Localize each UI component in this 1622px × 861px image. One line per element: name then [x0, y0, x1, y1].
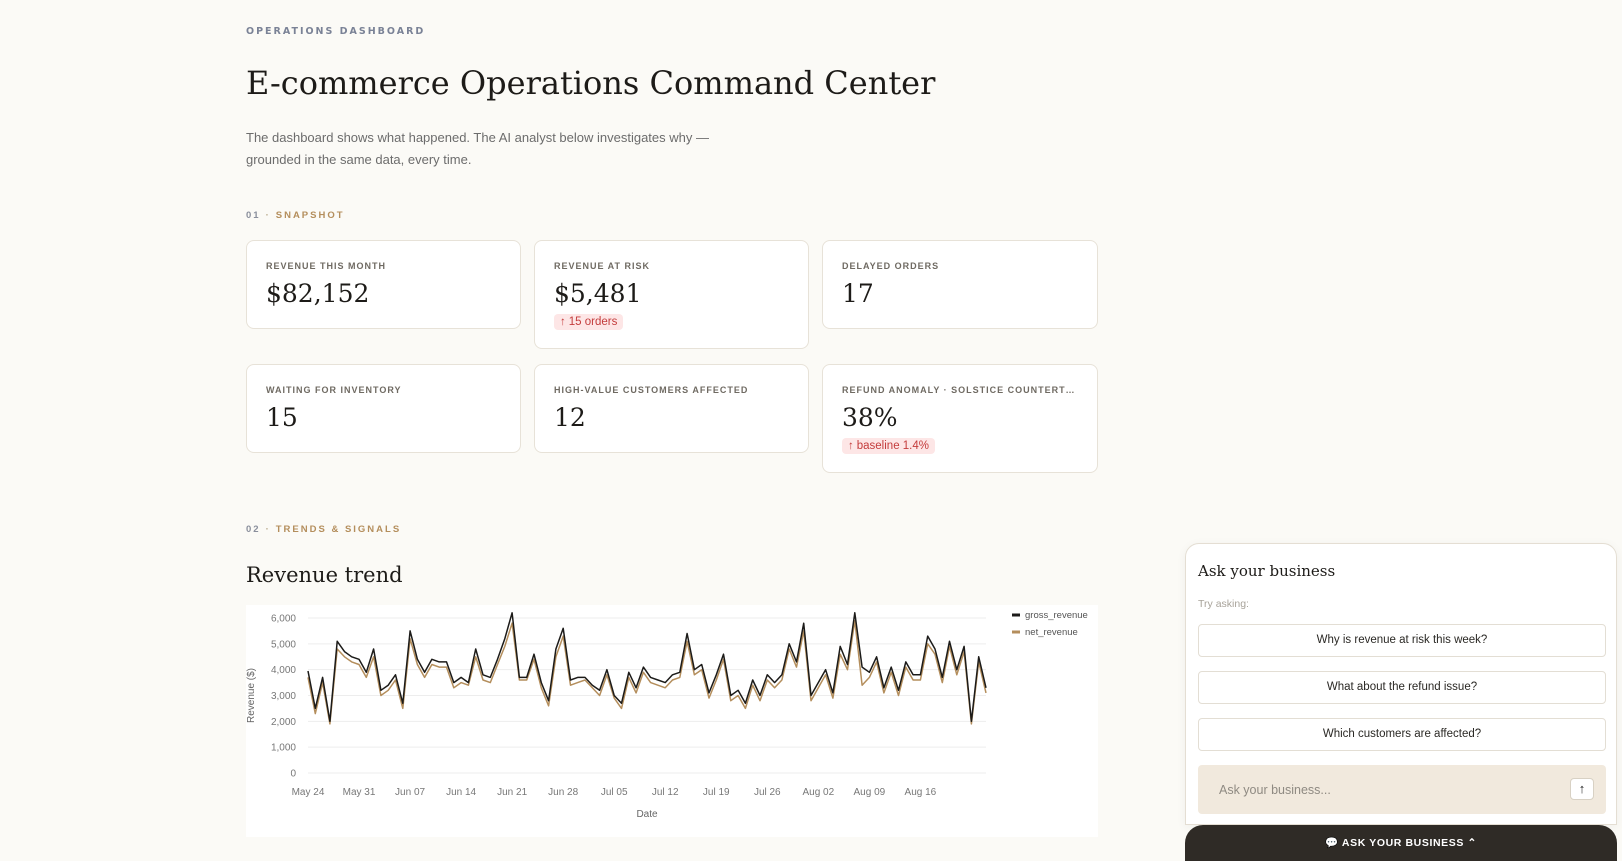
section-number: 01: [246, 210, 261, 221]
section-separator: ·: [265, 210, 271, 221]
x-tick-label: Jun 07: [395, 787, 425, 798]
x-tick-label: Jul 05: [601, 787, 628, 798]
x-tick-label: Jun 28: [548, 787, 578, 798]
kpi-card-revenue-at-risk: REVENUE AT RISK $5,481 ↑ 15 orders: [534, 240, 809, 349]
y-tick-label: 0: [290, 769, 296, 780]
x-tick-label: May 31: [343, 787, 376, 798]
chat-input-wrap: ↑: [1198, 765, 1606, 814]
kpi-value: 12: [554, 403, 586, 432]
kpi-label: REVENUE THIS MONTH: [266, 261, 387, 271]
kpi-card-high-value-customers: HIGH-VALUE CUSTOMERS AFFECTED 12: [534, 364, 809, 453]
section-snapshot-label: 01 · SNAPSHOT: [246, 210, 345, 221]
x-tick-label: Aug 16: [905, 787, 937, 798]
badge-text: 15 orders: [568, 316, 618, 328]
kpi-label: HIGH-VALUE CUSTOMERS AFFECTED: [554, 385, 749, 395]
y-tick-label: 1,000: [271, 743, 296, 754]
page-subtitle: The dashboard shows what happened. The A…: [246, 130, 709, 167]
x-tick-label: Aug 09: [854, 787, 886, 798]
kpi-alert-badge: ↑ 15 orders: [554, 314, 624, 330]
kpi-value: 38%: [842, 403, 898, 432]
x-tick-label: Jul 19: [703, 787, 730, 798]
ask-business-toggle-button[interactable]: 💬 ASK YOUR BUSINESS ⌃: [1185, 825, 1617, 861]
kpi-value: 15: [266, 403, 298, 432]
kpi-value: 17: [842, 279, 874, 308]
x-tick-label: Jun 14: [446, 787, 476, 798]
try-asking-label: Try asking:: [1198, 598, 1249, 610]
y-tick-label: 3,000: [271, 691, 296, 702]
section-trends-label: 02 · TRENDS & SIGNALS: [246, 524, 401, 535]
send-arrow-icon[interactable]: ↑: [1570, 778, 1594, 800]
x-tick-label: Aug 02: [802, 787, 834, 798]
revenue-trend-heading: Revenue trend: [246, 563, 403, 587]
arrow-up-icon: ↑: [848, 440, 854, 452]
legend-entry: net_revenue: [1025, 627, 1078, 638]
kpi-label: REVENUE AT RISK: [554, 261, 651, 271]
kpi-card-refund-anomaly: REFUND ANOMALY · SOLSTICE COUNTERTOP B..…: [822, 364, 1098, 473]
suggestion-button[interactable]: Which customers are affected?: [1198, 718, 1606, 751]
section-separator: ·: [265, 524, 271, 535]
x-tick-label: May 24: [292, 787, 325, 798]
kpi-label: DELAYED ORDERS: [842, 261, 940, 271]
chat-title: Ask your business: [1198, 562, 1336, 580]
x-tick-label: Jul 26: [754, 787, 781, 798]
chat-input[interactable]: [1198, 765, 1558, 814]
kpi-alert-badge: ↑ baseline 1.4%: [842, 438, 935, 454]
kpi-value: $5,481: [554, 279, 642, 308]
x-tick-label: Jun 21: [497, 787, 527, 798]
kpi-label: WAITING FOR INVENTORY: [266, 385, 402, 395]
legend-entry: gross_revenue: [1025, 610, 1088, 621]
revenue-trend-chart: 0 1,000 2,000 3,000 4,000 5,000 6,000 May 24 May…: [246, 605, 1098, 837]
y-tick-label: 5,000: [271, 639, 296, 650]
y-axis-label: Revenue ($): [246, 668, 257, 723]
x-axis-label: Date: [636, 809, 658, 820]
section-title: TRENDS & SIGNALS: [275, 524, 402, 535]
series-line-net-revenue: [307, 619, 987, 725]
y-tick-label: 6,000: [271, 614, 296, 625]
suggestion-button[interactable]: Why is revenue at risk this week?: [1198, 624, 1606, 657]
kpi-card-revenue-month: REVENUE THIS MONTH $82,152: [246, 240, 521, 329]
kpi-card-delayed-orders: DELAYED ORDERS 17: [822, 240, 1098, 329]
y-tick-label: 4,000: [271, 665, 296, 676]
kpi-value: $82,152: [266, 279, 370, 308]
suggestion-button[interactable]: What about the refund issue?: [1198, 671, 1606, 704]
revenue-chart-svg: 0 1,000 2,000 3,000 4,000 5,000 6,000 May 24 May…: [246, 610, 1088, 820]
page-title: E-commerce Operations Command Center: [246, 64, 936, 102]
section-title: SNAPSHOT: [275, 210, 345, 221]
section-number: 02: [246, 524, 261, 535]
badge-text: baseline 1.4%: [856, 440, 929, 452]
kpi-card-waiting-inventory: WAITING FOR INVENTORY 15: [246, 364, 521, 453]
arrow-up-icon: ↑: [560, 316, 566, 328]
y-tick-label: 2,000: [271, 717, 296, 728]
chat-panel: Ask your business Try asking: Why is rev…: [1185, 543, 1617, 825]
kpi-label: REFUND ANOMALY · SOLSTICE COUNTERTOP B..…: [842, 385, 1078, 395]
x-tick-label: Jul 12: [652, 787, 679, 798]
page-eyebrow: OPERATIONS DASHBOARD: [246, 26, 426, 37]
series-line-gross-revenue: [307, 612, 987, 723]
